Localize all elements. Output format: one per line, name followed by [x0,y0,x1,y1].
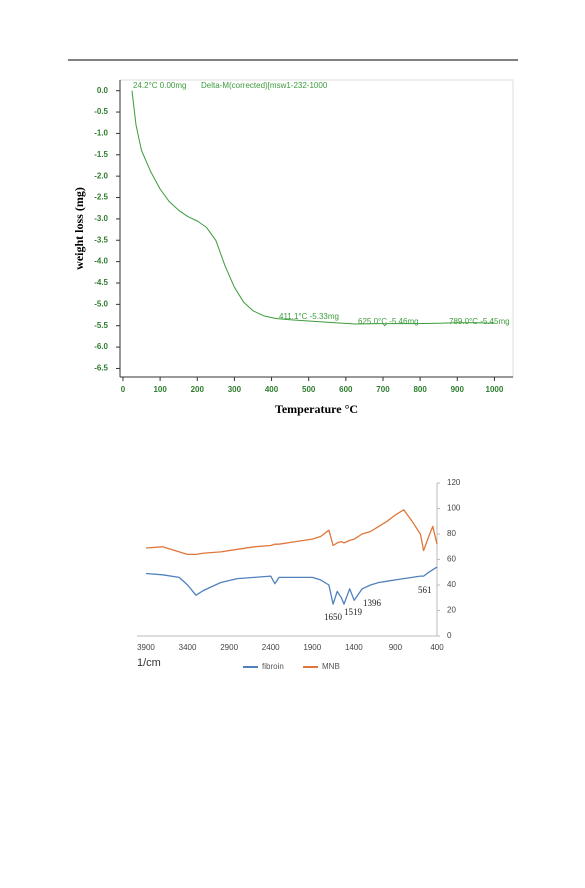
series-line [145,509,438,556]
annotation: 1396 [363,598,382,608]
annotation: 561 [418,585,432,595]
x-tick-label: 2400 [262,643,280,652]
x-tick-label: 3400 [179,643,197,652]
x-axis-label: Temperature °C [275,402,358,416]
y-tick-label: 80 [447,529,456,538]
y-tick-label: 0 [447,631,452,640]
x-tick-label: 400 [430,643,444,652]
x-tick-label: 0 [121,385,126,394]
y-tick-label: -0.5 [94,107,108,116]
y-tick-label: -4.5 [94,278,108,287]
annotation: 789.0°C -5.45mg [449,317,510,326]
y-tick-label: -4.0 [94,257,108,266]
x-tick-label: 500 [302,385,316,394]
x-tick-label: 1000 [486,385,504,394]
y-tick-label: -5.5 [94,321,108,330]
x-tick-label: 1400 [345,643,363,652]
y-axis-label: weight loss (mg) [72,187,86,270]
x-tick-label: 900 [451,385,465,394]
x-tick-label: 900 [389,643,403,652]
y-tick-label: -1.0 [94,129,108,138]
annotation: 1519 [344,607,363,617]
y-tick-label: 40 [447,580,456,589]
legend-label: fibroin [262,662,284,671]
y-tick-label: 120 [447,478,461,487]
annotation: Delta-M(corrected)[msw1-232-1000 [201,81,328,90]
x-axis-label: 1/cm [137,657,161,669]
y-tick-label: -6.0 [94,342,108,351]
series-line [145,566,438,605]
y-tick-label: 0.0 [97,86,109,95]
y-tick-label: 100 [447,504,461,513]
data-line [131,90,495,327]
y-tick-label: 60 [447,555,456,564]
y-tick-label: -5.0 [94,299,108,308]
x-tick-label: 800 [413,385,427,394]
x-tick-label: 600 [339,385,353,394]
x-tick-label: 700 [376,385,390,394]
y-tick-label: -1.5 [94,150,108,159]
y-tick-label: -2.0 [94,171,108,180]
annotation: 24.2°C 0.00mg [133,81,186,90]
y-tick-label: -6.5 [94,364,108,373]
x-tick-label: 1900 [303,643,321,652]
y-tick-label: -3.5 [94,235,108,244]
x-tick-label: 200 [191,385,205,394]
x-tick-label: 400 [265,385,279,394]
x-tick-label: 3900 [137,643,155,652]
annotation: 411.1°C -5.33mg [279,312,339,321]
annotation: 1650 [324,612,343,622]
x-tick-label: 300 [228,385,242,394]
legend-label: MNB [322,662,340,671]
annotation: 625.0°C -5.46mg [358,317,419,326]
x-tick-label: 100 [153,385,167,394]
y-tick-label: -2.5 [94,193,108,202]
y-tick-label: -3.0 [94,214,108,223]
x-tick-label: 2900 [220,643,238,652]
y-tick-label: 20 [447,606,456,615]
